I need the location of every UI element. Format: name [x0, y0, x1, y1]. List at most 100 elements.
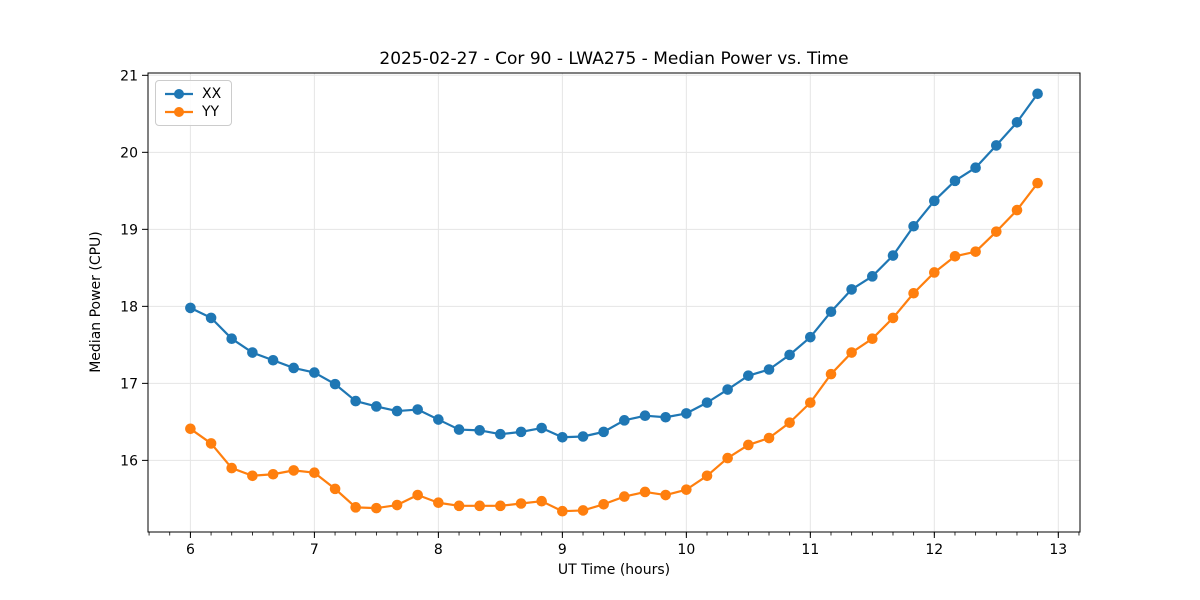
- data-point-yy: [908, 287, 919, 299]
- x-axis-minor-ticks: [148, 532, 1080, 536]
- data-point-yy: [433, 497, 444, 509]
- data-point-xx: [226, 333, 237, 344]
- data-point-yy: [1011, 204, 1023, 216]
- x-tick-label: 12: [925, 542, 943, 558]
- x-tick-label: 9: [558, 542, 567, 558]
- data-point-xx: [929, 195, 940, 207]
- data-point-yy: [639, 486, 651, 498]
- data-point-xx: [495, 428, 506, 440]
- data-point-yy: [453, 500, 465, 512]
- data-point-xx: [433, 414, 444, 425]
- data-point-xx: [991, 140, 1002, 151]
- data-point-yy: [247, 470, 258, 482]
- x-tick-label: 8: [434, 542, 443, 558]
- y-tick-label: 17: [120, 376, 138, 392]
- data-point-xx: [722, 384, 733, 395]
- y-axis-ticks: 16 17 18 19 20 21: [120, 68, 148, 469]
- data-point-xx: [247, 347, 258, 358]
- legend-label-xx: XX: [202, 86, 222, 102]
- data-point-yy: [619, 491, 630, 502]
- data-point-yy: [763, 432, 775, 444]
- data-point-yy: [474, 500, 485, 512]
- legend-item-xx: XX: [164, 86, 221, 102]
- y-tick-label: 21: [120, 68, 138, 84]
- data-point-yy: [991, 226, 1002, 237]
- data-point-yy: [557, 505, 568, 517]
- gridlines: [148, 73, 1080, 532]
- legend-marker-yy-icon: [165, 107, 193, 117]
- y-tick-label: 20: [120, 145, 138, 161]
- data-point-xx: [743, 370, 754, 381]
- plot-border: [147, 72, 1081, 533]
- data-point-xx: [205, 312, 217, 324]
- data-point-yy: [846, 347, 857, 358]
- data-point-xx: [1032, 88, 1043, 100]
- x-tick-label: 7: [310, 542, 319, 558]
- data-point-yy: [391, 499, 403, 511]
- data-point-yy: [681, 484, 692, 495]
- x-tick-label: 13: [1049, 542, 1067, 558]
- data-point-xx: [970, 162, 981, 174]
- data-point-xx: [515, 426, 527, 438]
- data-point-xx: [474, 425, 485, 436]
- data-point-yy: [577, 505, 589, 516]
- data-point-xx: [681, 408, 692, 419]
- data-point-xx: [577, 431, 589, 442]
- data-point-xx: [639, 410, 651, 422]
- data-point-xx: [309, 367, 320, 378]
- x-axis-label: UT Time (hours): [557, 562, 671, 578]
- data-point-yy: [722, 452, 733, 464]
- data-point-yy: [867, 333, 878, 344]
- data-point-xx: [1011, 116, 1023, 128]
- series-xx: [185, 88, 1043, 443]
- data-point-yy: [784, 417, 795, 428]
- data-point-xx: [185, 302, 196, 314]
- y-tick-label: 16: [120, 453, 138, 469]
- data-point-yy: [743, 439, 754, 451]
- data-point-xx: [453, 424, 465, 435]
- data-point-xx: [267, 354, 279, 366]
- data-point-yy: [887, 312, 899, 324]
- data-point-xx: [536, 422, 547, 434]
- data-point-xx: [763, 364, 775, 375]
- data-point-yy: [267, 468, 279, 480]
- data-point-yy: [371, 502, 382, 514]
- data-point-xx: [412, 404, 423, 415]
- data-point-yy: [226, 462, 237, 474]
- data-point-yy: [1032, 177, 1043, 189]
- data-point-xx: [701, 397, 713, 408]
- data-point-xx: [825, 306, 837, 318]
- data-point-yy: [536, 495, 547, 507]
- data-point-yy: [350, 502, 361, 513]
- x-tick-label: 11: [801, 542, 819, 558]
- x-tick-label: 6: [186, 542, 195, 558]
- data-point-xx: [784, 349, 795, 361]
- data-point-xx: [805, 331, 816, 343]
- data-point-yy: [329, 483, 341, 495]
- data-point-yy: [495, 500, 506, 512]
- data-point-yy: [288, 465, 299, 476]
- data-point-xx: [846, 284, 857, 295]
- data-point-yy: [970, 246, 981, 257]
- data-point-xx: [288, 362, 299, 374]
- legend-item-yy: YY: [164, 104, 221, 120]
- data-point-yy: [412, 489, 423, 501]
- y-tick-label: 18: [120, 299, 138, 315]
- data-point-xx: [557, 431, 568, 443]
- legend-label-yy: YY: [202, 104, 220, 120]
- chart-title: 2025-02-27 - Cor 90 - LWA275 - Median Po…: [379, 49, 849, 69]
- y-tick-label: 19: [120, 222, 138, 238]
- y-axis-label: Median Power (CPU): [88, 231, 104, 373]
- data-point-yy: [929, 267, 940, 278]
- data-point-xx: [867, 271, 878, 282]
- data-point-yy: [701, 470, 713, 482]
- data-point-yy: [185, 423, 196, 435]
- data-point-xx: [887, 250, 899, 261]
- data-point-xx: [908, 220, 919, 232]
- legend: XX YY: [155, 80, 233, 126]
- data-point-xx: [371, 401, 382, 412]
- data-point-yy: [515, 498, 527, 509]
- x-tick-label: 10: [677, 542, 695, 558]
